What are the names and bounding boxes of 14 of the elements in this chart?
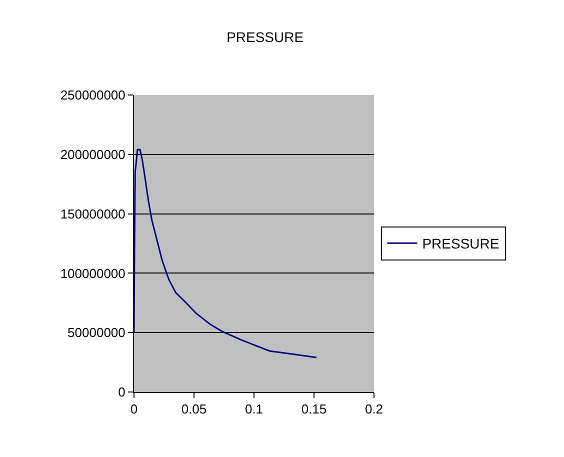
chart-title: PRESSURE	[226, 28, 304, 45]
x-tick-label: 0.05	[181, 402, 207, 417]
y-tick-label: 50000000	[68, 325, 126, 340]
y-tick-label: 150000000	[60, 206, 126, 222]
y-tick-label: 100000000	[60, 266, 126, 281]
line-series	[134, 148, 318, 358]
x-tick-label: 0.15	[301, 402, 327, 417]
x-tick-label: 0.1	[244, 402, 264, 417]
y-tick-label: 250000000	[60, 88, 126, 103]
y-tick-label: 0	[118, 384, 126, 400]
x-tick-label: 0.2	[364, 402, 384, 417]
x-tick-label: 0	[130, 402, 138, 417]
y-tick-label: 200000000	[60, 146, 126, 162]
legend-label: PRESSURE	[422, 236, 500, 252]
